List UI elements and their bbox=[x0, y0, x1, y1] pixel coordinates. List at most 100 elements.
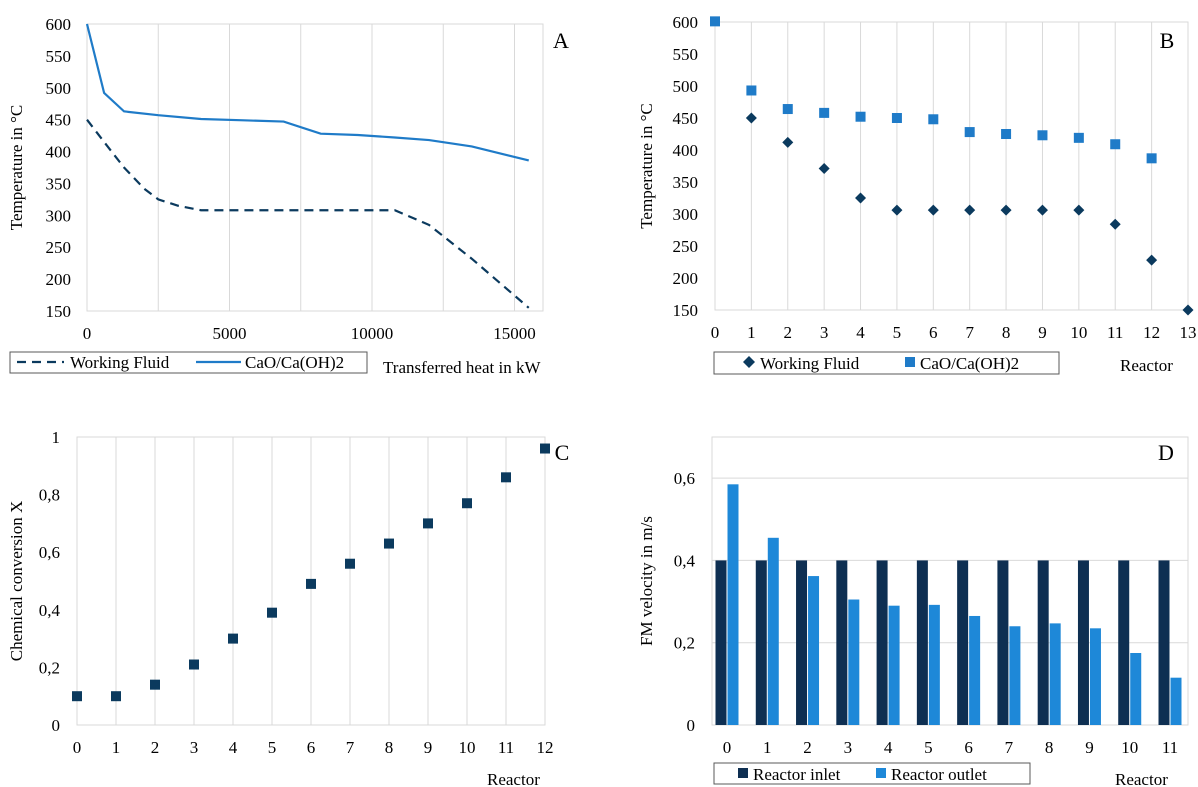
panel-d-bar-inlet bbox=[1037, 560, 1049, 725]
panel-d-bar-outlet bbox=[1009, 626, 1021, 725]
panel-b-point-working-fluid bbox=[1000, 204, 1012, 216]
panel-b-xtick-label: 5 bbox=[893, 323, 902, 342]
panel-d-xtick-label: 9 bbox=[1085, 738, 1094, 757]
panel-c-xtick-label: 6 bbox=[307, 738, 316, 757]
panel-b-point-cao bbox=[855, 111, 866, 122]
panel-b-ytick-label: 150 bbox=[673, 301, 699, 320]
panel-b-xtick-label: 9 bbox=[1038, 323, 1047, 342]
panel-c-point bbox=[423, 518, 433, 529]
panel-d-bar-inlet bbox=[997, 560, 1009, 725]
panel-a-ytick-label: 250 bbox=[46, 238, 72, 257]
panel-d-ytick-label: 0,6 bbox=[674, 469, 695, 488]
panel-a-ytick-label: 550 bbox=[46, 47, 72, 66]
panel-b-point-cao bbox=[1110, 139, 1121, 150]
panel-b-point-working-fluid bbox=[1036, 204, 1048, 216]
panel-a-ytick-label: 200 bbox=[46, 270, 72, 289]
panel-d-bar-inlet bbox=[1158, 560, 1170, 725]
panel-d-legend-swatch-inlet bbox=[738, 768, 748, 778]
panel-d-bar-outlet bbox=[888, 605, 900, 725]
panel-b-point-cao bbox=[819, 107, 830, 118]
panel-d-bar-outlet bbox=[767, 537, 779, 725]
panel-d-bar-inlet bbox=[796, 560, 808, 725]
panel-c-xtick-label: 11 bbox=[498, 738, 514, 757]
panel-d-bar-inlet bbox=[715, 560, 727, 725]
panel-b-xtick-label: 11 bbox=[1107, 323, 1123, 342]
panel-a-ytick-label: 500 bbox=[46, 79, 72, 98]
panel-b-ytick-label: 550 bbox=[673, 45, 699, 64]
panel-c-ytick-label: 0,6 bbox=[39, 543, 60, 562]
panel-d-bar-inlet bbox=[916, 560, 928, 725]
panel-d-bar-outlet bbox=[727, 484, 739, 725]
panel-b-point-cao bbox=[710, 16, 720, 27]
panel-c-ytick-label: 0,8 bbox=[39, 486, 60, 505]
panel-c-xtick-label: 2 bbox=[151, 738, 160, 757]
panel-d-legend-label: Reactor outlet bbox=[891, 765, 987, 784]
panel-d-bar-outlet bbox=[1049, 623, 1061, 725]
panel-c-xtick-label: 0 bbox=[73, 738, 82, 757]
panel-d-xtick-label: 6 bbox=[964, 738, 973, 757]
panel-c-y-axis-label: Chemical conversion X bbox=[7, 501, 26, 662]
panel-a-legend-label: CaO/Ca(OH)2 bbox=[245, 353, 344, 372]
panel-d-bar-inlet bbox=[1118, 560, 1130, 725]
panel-d-bar-outlet bbox=[848, 599, 860, 725]
panel-d-xtick-label: 3 bbox=[844, 738, 853, 757]
panel-b-legend-label: CaO/Ca(OH)2 bbox=[920, 354, 1019, 373]
panel-d-bar-outlet bbox=[1089, 628, 1101, 725]
panel-b-legend-swatch-working-fluid bbox=[743, 356, 755, 368]
panel-b-xtick-label: 13 bbox=[1180, 323, 1197, 342]
panel-b-point-working-fluid bbox=[927, 204, 939, 216]
panel-c-point bbox=[345, 558, 355, 569]
panel-a-x-axis-label: Transferred heat in kW bbox=[383, 358, 541, 377]
panel-b-point-working-fluid bbox=[964, 204, 976, 216]
panel-d-xtick-label: 10 bbox=[1121, 738, 1138, 757]
panel-b-y-axis-label: Temperature in °C bbox=[637, 103, 656, 229]
panel-b-point-working-fluid bbox=[818, 163, 830, 175]
panel-c-xtick-label: 10 bbox=[459, 738, 476, 757]
panel-c-xtick-label: 1 bbox=[112, 738, 121, 757]
panel-d-bar-inlet bbox=[836, 560, 848, 725]
panel-d-xtick-label: 7 bbox=[1005, 738, 1014, 757]
panel-b-xtick-label: 7 bbox=[965, 323, 974, 342]
panel-b-xtick-label: 4 bbox=[856, 323, 865, 342]
panel-d-ytick-label: 0,4 bbox=[674, 551, 696, 570]
panel-b-legend-swatch-cao bbox=[905, 357, 915, 367]
panel-b-point-working-fluid bbox=[782, 136, 794, 148]
panel-b-point-cao bbox=[891, 113, 902, 123]
panel-c-point bbox=[228, 633, 238, 644]
panel-b-ytick-label: 300 bbox=[673, 205, 699, 224]
panel-c-xtick-label: 3 bbox=[190, 738, 199, 757]
panel-c-xtick-label: 7 bbox=[346, 738, 355, 757]
panel-d-bar-outlet bbox=[1170, 677, 1182, 725]
panel-c-point bbox=[72, 691, 82, 702]
panel-d-legend-swatch-outlet bbox=[876, 768, 886, 778]
panel-b-ytick-label: 600 bbox=[673, 13, 699, 32]
panel-b-point-cao bbox=[746, 85, 757, 96]
panel-b-point-cao bbox=[928, 114, 939, 125]
panel-b-point-working-fluid bbox=[1146, 254, 1158, 266]
panel-c-xtick-label: 12 bbox=[537, 738, 554, 757]
panel-a-ytick-label: 450 bbox=[46, 111, 72, 130]
panel-b-point-working-fluid bbox=[855, 192, 867, 204]
panel-d-xtick-label: 0 bbox=[723, 738, 732, 757]
panel-c-ytick-label: 1 bbox=[52, 428, 61, 447]
panel-a-xtick-label: 15000 bbox=[493, 324, 536, 343]
panel-a-legend bbox=[9, 351, 368, 374]
panel-c-point bbox=[189, 659, 199, 670]
panel-b-legend bbox=[713, 351, 1060, 375]
panel-d-bar-outlet bbox=[928, 604, 940, 725]
panel-a-ytick-label: 600 bbox=[46, 15, 72, 34]
panel-b-ytick-label: 500 bbox=[673, 77, 699, 96]
panel-b-letter: B bbox=[1160, 28, 1175, 53]
panel-d-xtick-label: 4 bbox=[884, 738, 893, 757]
panel-a-ytick-label: 350 bbox=[46, 174, 72, 193]
panel-a-ytick-label: 300 bbox=[46, 206, 72, 225]
panel-c-xtick-label: 9 bbox=[424, 738, 433, 757]
panel-b-ytick-label: 350 bbox=[673, 173, 699, 192]
panel-d-xtick-label: 1 bbox=[763, 738, 772, 757]
panel-d-xtick-label: 5 bbox=[924, 738, 933, 757]
panel-c-point bbox=[540, 443, 550, 454]
panel-a-ytick-label: 150 bbox=[46, 302, 72, 321]
panel-a-letter: A bbox=[553, 28, 569, 53]
panel-c-point bbox=[501, 472, 511, 483]
